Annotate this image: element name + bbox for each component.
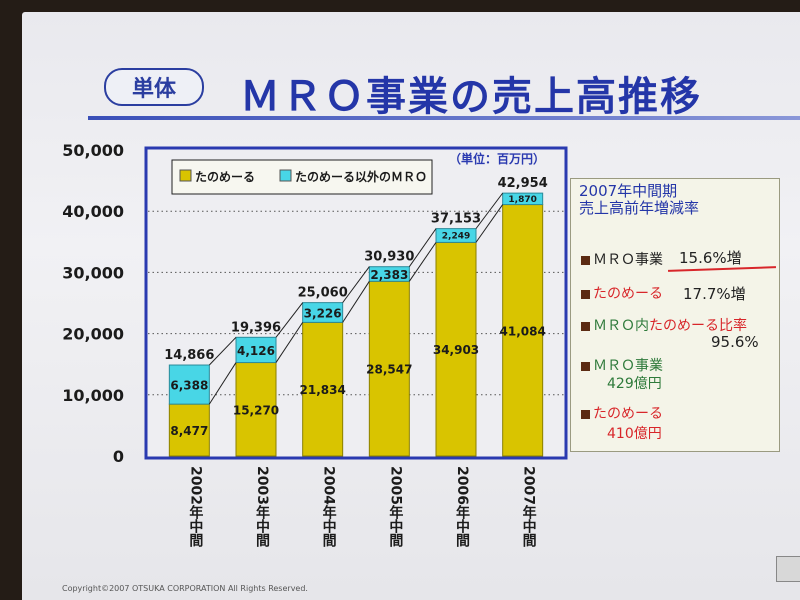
bar-tanomeru [435, 241, 477, 457]
bar-other-mro [168, 364, 210, 405]
legend-label-other-mro: たのめーる以外のＭＲＯ [295, 169, 427, 184]
bar-other-mro [368, 266, 410, 282]
bar-total-label: 37,153 [431, 212, 481, 227]
trend-connector [342, 281, 370, 323]
summary-value-tanomeru: 17.7%増 [683, 285, 746, 303]
bar-label-tanomeru: 15,270 [233, 403, 279, 417]
unit-label: （単位：百万円） [449, 151, 545, 166]
bar-label-tanomeru: 41,084 [500, 324, 546, 338]
summary-value-mro: 15.6%増 [679, 249, 742, 267]
bar-label-tanomeru: 28,547 [366, 363, 412, 377]
bar-tanomeru [235, 362, 277, 457]
bar-other-mro [235, 336, 277, 364]
trend-connector [475, 192, 504, 229]
summary-heading: 2007年中間期 売上高前年増減率 [579, 183, 699, 217]
summary-item-mro-amount: ＭＲＯ事業 [581, 355, 663, 375]
bar-label-other-mro: 6,388 [170, 379, 208, 393]
bar-total-label: 14,866 [164, 348, 214, 363]
bullet-square-icon [581, 409, 590, 419]
y-tick-label: 0 [113, 447, 124, 466]
bullet-square-icon [581, 289, 590, 299]
summary-heading-line1: 2007年中間期 [579, 182, 678, 200]
bar-label-other-mro: 1,870 [508, 195, 536, 205]
summary-item-tanomeru: たのめーる [581, 283, 663, 303]
bar-label-other-mro: 2,383 [370, 268, 408, 282]
legend-label-tanomeru: たのめーる [195, 170, 255, 184]
legend-swatch-other-mro [279, 169, 292, 182]
summary-value-ratio: 95.6% [711, 333, 759, 351]
bar-label-other-mro: 3,226 [304, 307, 342, 321]
trend-connector [208, 362, 237, 405]
bar-tanomeru [368, 280, 410, 457]
bullet-square-icon [581, 361, 590, 371]
bar-label-tanomeru: 8,477 [170, 424, 208, 438]
summary-value-mro-amount: 429億円 [607, 376, 662, 392]
summary-item-mro: ＭＲＯ事業 [581, 249, 663, 269]
category-label: 2004年中間 [321, 466, 337, 548]
bar-label-tanomeru: 34,903 [433, 343, 479, 357]
y-tick-label: 30,000 [62, 263, 124, 282]
bar-other-mro [302, 302, 344, 323]
bar-other-mro [435, 228, 477, 243]
plot-frame [144, 146, 568, 460]
summary-heading-line2: 売上高前年増減率 [579, 199, 700, 217]
growth-summary-panel: 2007年中間期 売上高前年増減率 ＭＲＯ事業 15.6%増 たのめーる 17.… [570, 178, 780, 452]
legend-box [171, 159, 433, 195]
trend-connector [275, 302, 304, 338]
bullet-square-icon [581, 255, 590, 265]
bar-label-other-mro: 2,249 [442, 232, 470, 242]
trend-connector [408, 242, 437, 282]
y-tick-label: 40,000 [62, 202, 124, 221]
trend-connector [208, 336, 237, 366]
summary-item-ratio: ＭＲＯ内たのめーる比率 [581, 315, 747, 335]
bar-total-label: 42,954 [498, 176, 548, 191]
trend-connector [475, 204, 504, 243]
slide-nav-button[interactable] [776, 556, 800, 582]
title-divider [88, 116, 800, 120]
bar-tanomeru [168, 403, 210, 457]
trend-connector [408, 228, 437, 267]
bar-label-other-mro: 4,126 [237, 344, 275, 358]
y-tick-label: 20,000 [62, 325, 124, 344]
bar-total-label: 19,396 [231, 320, 281, 335]
legend-swatch-tanomeru [179, 169, 192, 182]
y-tick-label: 50,000 [62, 141, 124, 160]
category-label: 2002年中間 [187, 466, 203, 548]
bullet-square-icon [581, 321, 590, 331]
page-title: ＭＲＯ事業の売上高推移 [240, 74, 702, 120]
bar-tanomeru [502, 204, 544, 457]
unit-badge: 単体 [104, 68, 204, 106]
category-label: 2005年中間 [387, 466, 403, 548]
bar-total-label: 30,930 [364, 250, 414, 265]
summary-item-tanomeru-amount: たのめーる [581, 403, 663, 423]
trend-connector [342, 266, 370, 303]
category-label: 2007年中間 [521, 466, 537, 548]
y-tick-label: 10,000 [62, 386, 124, 405]
copyright-text: Copyright©2007 OTSUKA CORPORATION All Ri… [62, 584, 308, 593]
summary-value-tanomeru-amount: 410億円 [607, 426, 662, 442]
bar-total-label: 25,060 [298, 286, 348, 301]
category-label: 2003年中間 [254, 466, 270, 548]
bar-label-tanomeru: 21,834 [300, 383, 346, 397]
category-label: 2006年中間 [454, 466, 470, 548]
bar-other-mro [502, 192, 544, 206]
bar-tanomeru [302, 321, 344, 457]
trend-connector [275, 322, 304, 363]
